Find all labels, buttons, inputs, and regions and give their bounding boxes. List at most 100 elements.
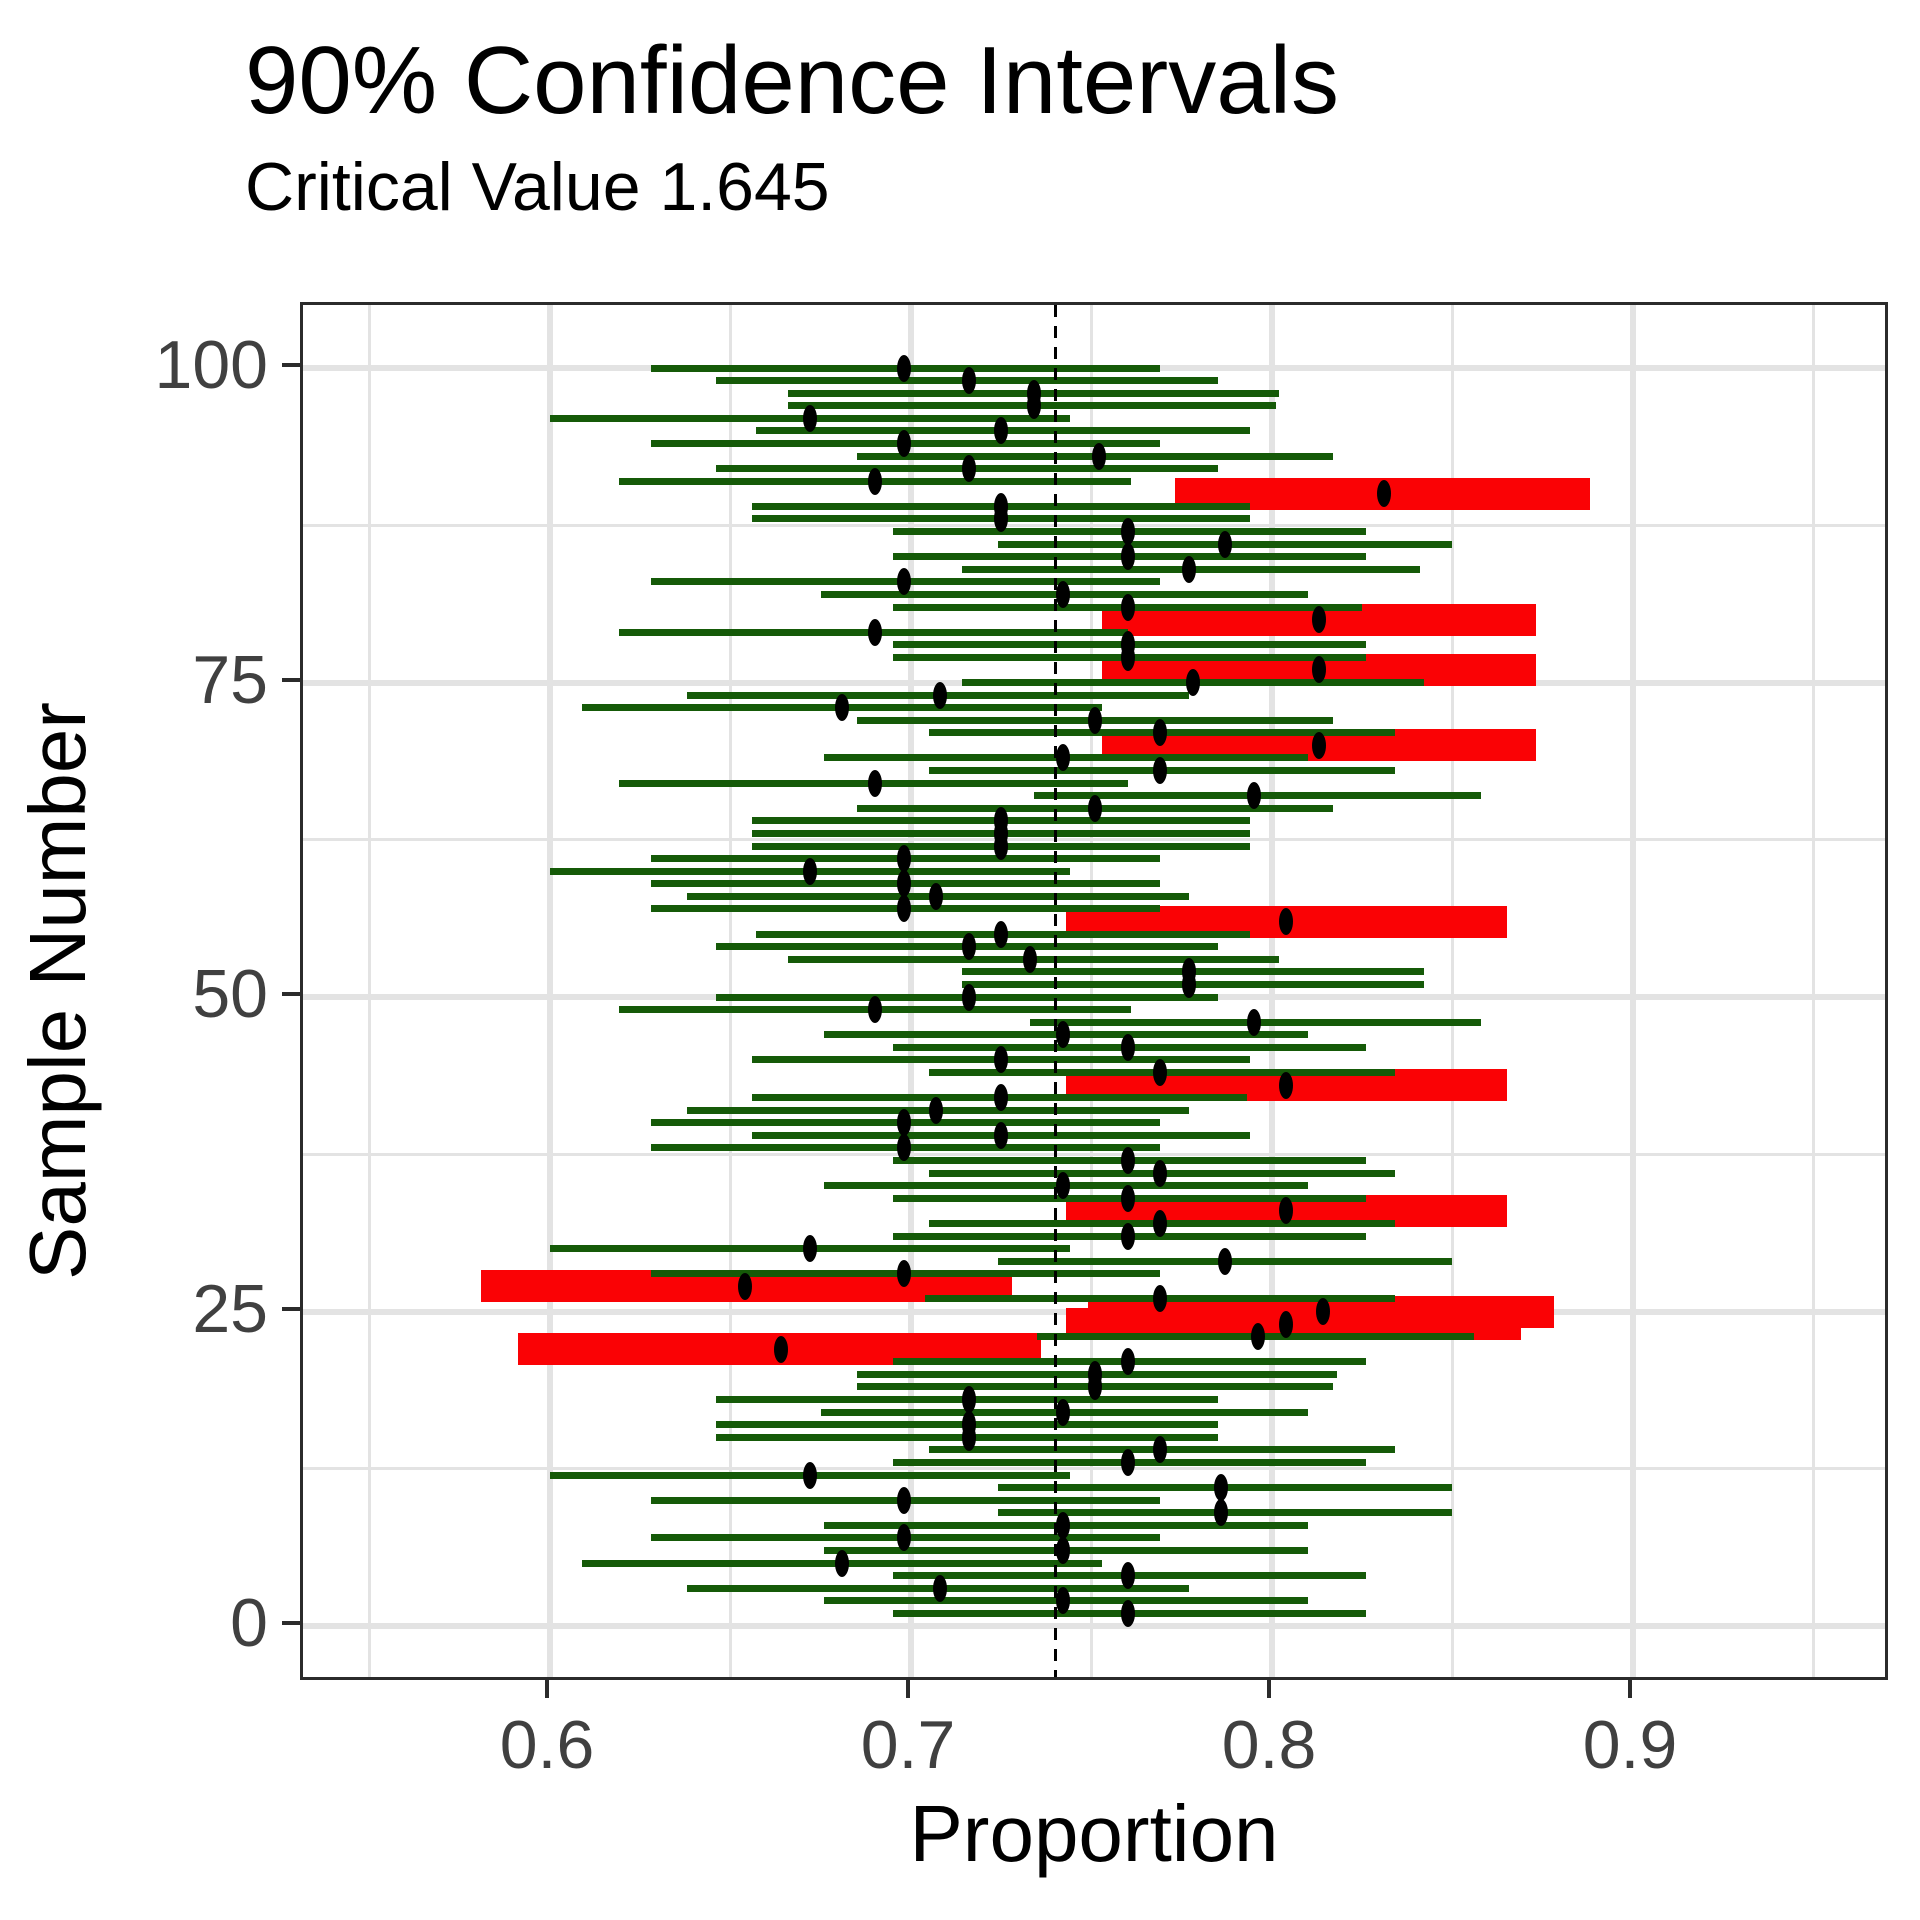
gridline-major-horizontal	[303, 1623, 1885, 1629]
point-estimate-sample-75	[1185, 669, 1200, 696]
x-tick-mark	[1267, 1680, 1271, 1698]
point-estimate-sample-32	[1153, 1209, 1168, 1237]
point-estimate-sample-11	[1214, 1474, 1229, 1502]
gridline-major-vertical	[1630, 305, 1636, 1677]
gridline-minor-horizontal	[303, 523, 1885, 527]
point-estimate-sample-87	[1120, 518, 1135, 546]
point-estimate-sample-18	[961, 1386, 976, 1414]
point-estimate-sample-76	[1311, 656, 1326, 684]
point-estimate-sample-80	[1311, 606, 1326, 634]
true-proportion-reference-line	[1053, 305, 1057, 1677]
point-estimate-sample-24	[1279, 1310, 1294, 1338]
point-estimate-sample-35	[1055, 1172, 1070, 1200]
point-estimate-sample-59	[896, 870, 911, 898]
gridline-major-vertical	[547, 305, 553, 1677]
point-estimate-sample-58	[929, 882, 944, 910]
point-estimate-sample-10	[896, 1486, 911, 1514]
point-estimate-sample-1	[1120, 1599, 1135, 1627]
x-tick-label: 0.7	[860, 1707, 956, 1783]
gridline-major-vertical	[908, 305, 914, 1677]
gridline-minor-vertical	[368, 305, 371, 1677]
point-estimate-sample-12	[802, 1461, 817, 1489]
y-tick-label: 75	[192, 641, 268, 718]
x-tick-mark	[906, 1680, 910, 1698]
gridline-minor-vertical	[729, 305, 732, 1677]
plot-panel	[300, 302, 1888, 1680]
point-estimate-sample-72	[1088, 706, 1103, 734]
point-estimate-sample-94	[896, 429, 911, 457]
point-estimate-sample-4	[1120, 1562, 1135, 1590]
point-estimate-sample-25	[1315, 1298, 1330, 1325]
point-estimate-sample-66	[1246, 782, 1261, 810]
point-estimate-sample-85	[1120, 543, 1135, 571]
point-estimate-sample-90	[1376, 480, 1391, 508]
gridline-minor-vertical	[1451, 305, 1454, 1677]
point-estimate-sample-86	[1218, 530, 1233, 558]
y-tick-label: 50	[192, 956, 268, 1032]
gridline-minor-vertical	[1812, 305, 1815, 1677]
point-estimate-sample-91	[867, 467, 882, 495]
point-estimate-sample-96	[802, 404, 817, 432]
point-estimate-sample-36	[1153, 1159, 1168, 1187]
point-estimate-sample-43	[1279, 1071, 1294, 1099]
x-tick-label: 0.6	[499, 1707, 595, 1783]
point-estimate-sample-69	[1055, 744, 1070, 772]
point-estimate-sample-57	[896, 895, 911, 923]
point-estimate-sample-67	[867, 769, 882, 797]
y-tick-label: 25	[192, 1270, 268, 1347]
chart-title: 90% Confidence Intervals	[245, 27, 1339, 134]
point-estimate-sample-44	[1153, 1058, 1168, 1086]
point-estimate-sample-79	[867, 618, 882, 646]
point-estimate-sample-71	[1153, 719, 1168, 747]
point-estimate-sample-13	[1120, 1448, 1135, 1476]
point-estimate-sample-49	[867, 996, 882, 1024]
point-estimate-sample-33	[1279, 1197, 1294, 1225]
point-estimate-sample-98	[1026, 379, 1041, 407]
point-estimate-sample-40	[896, 1109, 911, 1137]
point-estimate-sample-73	[835, 694, 850, 722]
point-estimate-sample-2	[1055, 1587, 1070, 1615]
gridline-minor-vertical	[1090, 305, 1093, 1677]
point-estimate-sample-23	[1250, 1323, 1265, 1351]
gridline-minor-horizontal	[303, 838, 1885, 842]
point-estimate-sample-99	[961, 367, 976, 395]
point-estimate-sample-14	[1153, 1436, 1168, 1464]
point-estimate-sample-93	[1091, 442, 1106, 470]
point-estimate-sample-46	[1120, 1033, 1135, 1061]
gridline-minor-horizontal	[303, 1152, 1885, 1156]
point-estimate-sample-60	[802, 857, 817, 885]
y-axis-label: Sample Number	[13, 701, 102, 1281]
point-estimate-sample-95	[994, 417, 1009, 445]
y-tick-mark	[282, 677, 300, 682]
point-estimate-sample-9	[1214, 1499, 1229, 1527]
y-tick-label: 0	[230, 1585, 268, 1661]
point-estimate-sample-20	[1088, 1360, 1103, 1388]
gridline-major-vertical	[1269, 305, 1275, 1677]
point-estimate-sample-89	[994, 492, 1009, 520]
point-estimate-sample-70	[1311, 731, 1326, 759]
point-estimate-sample-37	[1120, 1147, 1135, 1175]
point-estimate-sample-65	[1088, 794, 1103, 822]
point-estimate-sample-34	[1120, 1184, 1135, 1212]
point-estimate-sample-50	[961, 983, 976, 1011]
point-estimate-sample-84	[1181, 555, 1196, 583]
point-estimate-sample-26	[1153, 1285, 1168, 1313]
point-estimate-sample-41	[929, 1096, 944, 1124]
point-estimate-sample-21	[1120, 1348, 1135, 1376]
y-tick-mark	[282, 992, 300, 996]
point-estimate-sample-92	[961, 455, 976, 483]
point-estimate-sample-27	[737, 1272, 752, 1300]
point-estimate-sample-55	[994, 920, 1009, 948]
x-tick-mark	[545, 1680, 549, 1698]
x-axis-label: Proportion	[909, 1789, 1279, 1878]
point-estimate-sample-22	[774, 1335, 789, 1363]
point-estimate-sample-7	[896, 1524, 911, 1552]
point-estimate-sample-64	[994, 807, 1009, 835]
point-estimate-sample-61	[896, 845, 911, 873]
point-estimate-sample-38	[896, 1134, 911, 1162]
point-estimate-sample-47	[1055, 1021, 1070, 1049]
point-estimate-sample-45	[994, 1046, 1009, 1074]
gridline-minor-horizontal	[303, 1467, 1885, 1471]
point-estimate-sample-6	[1055, 1537, 1070, 1565]
